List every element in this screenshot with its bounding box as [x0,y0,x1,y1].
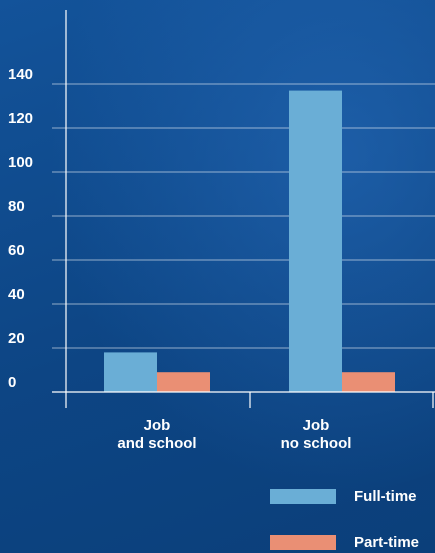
y-tick-label-120: 120 [8,110,33,127]
bar-full-time-1 [104,352,157,392]
bar-part-time-2 [342,372,395,392]
legend-label-part-time: Part-time [354,534,420,551]
gridlines [52,83,435,349]
bars [104,90,395,392]
y-tick-label-20: 20 [8,330,25,347]
x-category-label-2-line-2: no school [281,435,352,452]
x-category-label-1-line-1: Job [144,417,171,434]
legend-swatch-full-time [270,489,336,504]
bar-part-time-1 [157,372,210,392]
y-tick-label-40: 40 [8,286,25,303]
axes [52,10,435,408]
y-tick-label-100: 100 [8,154,33,171]
x-category-label-2-line-1: Job [303,417,330,434]
legend-swatch-part-time [270,535,336,550]
y-tick-label-80: 80 [8,198,25,215]
bar-full-time-2 [289,90,342,392]
x-category-label-1-line-2: and school [117,435,196,452]
legend-item-full-time: Full-time [270,488,417,505]
legend-item-part-time: Part-time [270,534,419,551]
y-tick-label-0: 0 [8,374,16,391]
legend-label-full-time: Full-time [354,488,417,505]
y-tick-label-60: 60 [8,242,25,259]
y-axis-tick-labels: 0 20 40 60 80 100 120 140 [8,66,33,391]
y-tick-label-140: 140 [8,66,33,83]
